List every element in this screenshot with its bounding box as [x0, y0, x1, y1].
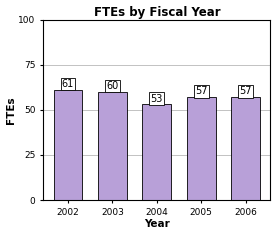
X-axis label: Year: Year [144, 219, 170, 229]
Text: 61: 61 [62, 79, 74, 89]
Text: 57: 57 [195, 86, 208, 96]
Bar [231, 97, 260, 200]
Bar [187, 97, 216, 200]
Bar [54, 90, 83, 200]
Text: 60: 60 [106, 81, 118, 91]
Y-axis label: FTEs: FTEs [6, 96, 15, 124]
Title: FTEs by Fiscal Year: FTEs by Fiscal Year [94, 6, 220, 19]
Bar [98, 92, 127, 200]
Bar [142, 105, 171, 200]
Text: 57: 57 [239, 86, 252, 96]
Text: 53: 53 [151, 94, 163, 104]
